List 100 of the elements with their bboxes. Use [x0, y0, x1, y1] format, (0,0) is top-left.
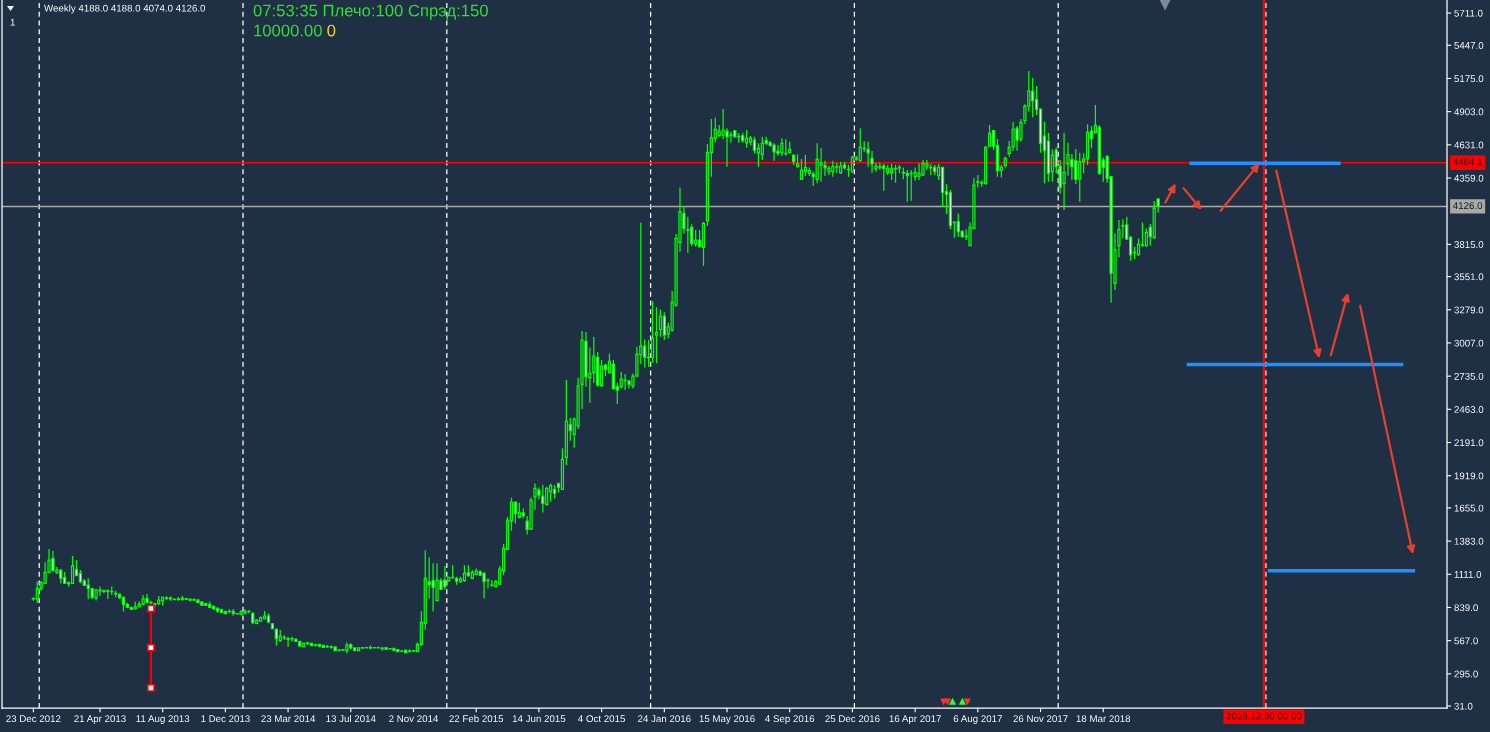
- candlestick: [270, 622, 275, 630]
- candlestick: [889, 163, 894, 181]
- candlestick: [741, 132, 745, 144]
- candlestick: [266, 612, 271, 624]
- candlestick: [921, 159, 925, 177]
- x-tick-label: 23 Dec 2012: [6, 715, 61, 723]
- y-tick-label: 4631.0: [1454, 141, 1484, 149]
- candlestick: [380, 646, 384, 652]
- y-tick-label: 295.0: [1454, 670, 1478, 678]
- x-tick-label: 16 Apr 2017: [889, 715, 941, 725]
- x-tick-label: 23 Mar 2014: [261, 715, 316, 723]
- x-tick-label: 6 Aug 2017: [953, 715, 1002, 725]
- candlestick: [654, 306, 659, 364]
- candlestick: [51, 550, 55, 573]
- candlestick: [839, 161, 843, 175]
- candlestick: [987, 124, 992, 148]
- y-tick-label: 31.0: [1454, 702, 1473, 710]
- candlestick: [251, 611, 255, 625]
- candlestick: [384, 646, 388, 651]
- candlestick: [623, 373, 627, 391]
- candlestick: [106, 588, 110, 600]
- y-tick-label: 2191.0: [1454, 439, 1484, 447]
- y-tick-label: 3279.0: [1454, 306, 1484, 314]
- annotation: 1: [10, 18, 15, 26]
- candlestick: [204, 602, 208, 607]
- candlestick: [1062, 132, 1066, 211]
- ref-line-label: 2018.12.30 00:00: [1226, 712, 1302, 720]
- y-tick-label: 5447.0: [1454, 42, 1484, 49]
- candlestick: [850, 155, 855, 174]
- candlestick: [490, 579, 494, 588]
- candlestick: [733, 129, 737, 139]
- candlestick: [795, 153, 800, 169]
- x-tick-label: 11 Aug 2013: [136, 715, 190, 725]
- candlestick: [235, 612, 239, 615]
- candlestick: [482, 571, 486, 600]
- x-tick-label: 2 Nov 2014: [389, 715, 439, 723]
- candlestick: [842, 161, 847, 170]
- ref-line-label: 4126.0: [1453, 202, 1483, 210]
- candlestick: [223, 610, 228, 616]
- candlestick: [59, 568, 63, 584]
- candlestick: [470, 569, 474, 580]
- candlestick: [933, 164, 937, 176]
- candlestick: [388, 647, 392, 650]
- x-tick-label: 13 Jul 2014: [326, 714, 376, 723]
- candlestick: [337, 648, 341, 652]
- candlestick: [317, 643, 322, 648]
- candlestick: [219, 608, 224, 614]
- candlestick: [1078, 152, 1082, 203]
- candlestick: [564, 379, 568, 466]
- candlestick: [541, 484, 545, 514]
- candlestick: [63, 571, 67, 585]
- candlestick: [286, 636, 290, 648]
- candlestick: [462, 564, 467, 583]
- candlestick: [329, 644, 333, 650]
- candlestick: [831, 160, 835, 178]
- candlestick: [141, 594, 145, 606]
- point: [146, 683, 155, 692]
- y-tick-label: 1111.0: [1454, 571, 1482, 578]
- ref-line-label: 4484.1: [1453, 158, 1483, 166]
- x-tick-label: 4 Sep 2016: [765, 715, 815, 725]
- candlestick: [321, 644, 325, 649]
- candlestick: [772, 142, 776, 162]
- candlestick: [145, 593, 149, 604]
- candlestick: [211, 604, 216, 611]
- candlestick: [196, 598, 200, 604]
- candlestick: [290, 636, 294, 643]
- candlestick: [815, 142, 819, 184]
- candlestick: [909, 169, 913, 202]
- candlestick: [121, 595, 126, 613]
- candlestick: [803, 154, 808, 177]
- candlestick: [780, 137, 784, 157]
- y-tick-label: 4359.0: [1454, 174, 1484, 182]
- candlestick: [799, 158, 804, 181]
- candlestick: [650, 300, 655, 364]
- y-tick-label: 1655.0: [1454, 504, 1484, 512]
- candlestick: [658, 308, 663, 338]
- x-tick-label: 14 Jun 2015: [512, 715, 566, 723]
- candlestick: [294, 637, 298, 643]
- candlestick: [243, 608, 247, 615]
- candlestick: [349, 642, 353, 650]
- candlestick: [114, 590, 118, 598]
- candlestick: [110, 585, 114, 596]
- x-tick-label: 24 Jan 2016: [638, 715, 691, 723]
- point: [146, 643, 155, 652]
- candlestick: [701, 221, 706, 267]
- point: [146, 604, 155, 613]
- candlestick: [517, 502, 521, 520]
- candlestick: [231, 608, 235, 617]
- y-tick-label: 2463.0: [1454, 406, 1484, 413]
- y-tick-label: 5175.0: [1454, 75, 1484, 83]
- y-tick-label: 839.0: [1454, 604, 1478, 612]
- candlestick: [345, 641, 349, 654]
- candlestick: [827, 165, 831, 176]
- candlestick: [298, 640, 302, 648]
- x-tick-label: 22 Feb 2015: [449, 714, 504, 723]
- candlestick: [744, 129, 749, 149]
- candlestick: [521, 507, 525, 520]
- y-tick-label: 1383.0: [1454, 537, 1484, 545]
- candlestick: [819, 147, 823, 183]
- y-tick-label: 5711.0: [1454, 9, 1483, 17]
